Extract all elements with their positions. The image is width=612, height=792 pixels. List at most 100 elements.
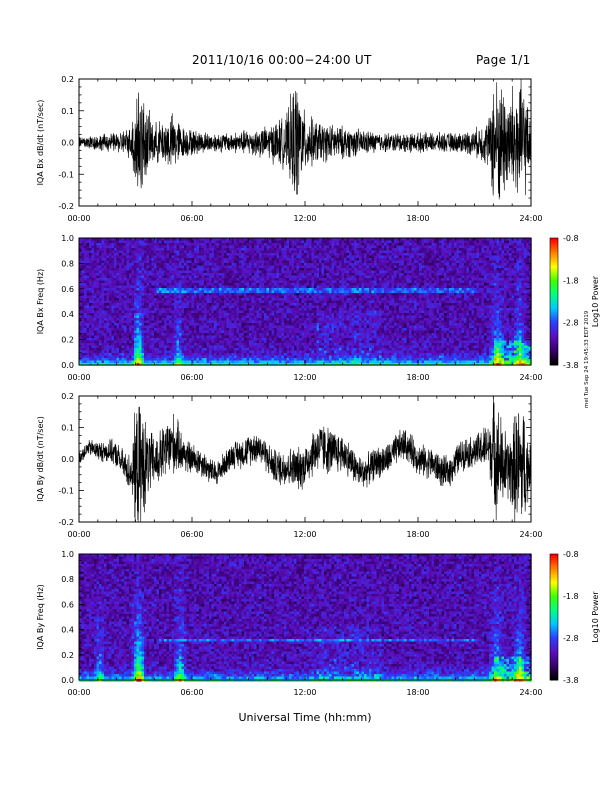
heatmap-cell xyxy=(166,285,170,289)
heatmap-cell xyxy=(104,288,107,291)
heatmap-cell xyxy=(289,330,292,334)
heatmap-cell xyxy=(151,360,155,364)
heatmap-cell xyxy=(289,345,292,349)
heatmap-cell xyxy=(276,248,280,251)
heatmap-cell xyxy=(281,298,285,301)
heatmap-cell xyxy=(174,338,177,341)
heatmap-cell xyxy=(179,313,182,316)
heatmap-cell xyxy=(306,250,310,254)
heatmap-cell xyxy=(286,290,290,294)
heatmap-cell xyxy=(209,280,212,284)
heatmap-cell xyxy=(214,320,217,324)
heatmap-cell xyxy=(299,275,302,279)
heatmap-cell xyxy=(154,293,157,296)
heatmap-cell xyxy=(81,250,85,254)
heatmap-cell xyxy=(179,325,182,329)
heatmap-cell xyxy=(209,268,212,271)
heatmap-cell xyxy=(251,285,255,289)
heatmap-cell xyxy=(209,238,212,241)
heatmap-cell xyxy=(146,340,150,344)
heatmap-cell xyxy=(266,325,270,329)
heatmap-cell xyxy=(116,273,120,276)
heatmap-cell xyxy=(256,308,260,311)
heatmap-cell xyxy=(116,298,120,301)
heatmap-cell xyxy=(236,265,240,269)
heatmap-cell xyxy=(251,308,255,311)
heatmap-cell xyxy=(301,278,305,281)
heatmap-cell xyxy=(81,273,85,276)
heatmap-cell xyxy=(141,363,145,366)
heatmap-cell xyxy=(171,310,175,314)
heatmap-cell xyxy=(264,295,267,299)
heatmap-cell xyxy=(209,293,212,296)
heatmap-cell xyxy=(79,253,82,256)
heatmap-cell xyxy=(161,260,165,264)
heatmap-cell xyxy=(301,240,305,244)
heatmap-cell xyxy=(211,295,215,299)
heatmap-cell xyxy=(254,260,257,264)
heatmap-cell xyxy=(201,285,205,289)
heatmap-cell xyxy=(94,310,97,314)
heatmap-cell xyxy=(111,268,115,271)
heatmap-cell xyxy=(209,298,212,301)
heatmap-cell xyxy=(166,323,170,326)
heatmap-cell xyxy=(164,245,167,249)
heatmap-cell xyxy=(309,303,312,306)
heatmap-cell xyxy=(109,283,112,286)
heatmap-cell xyxy=(79,330,82,334)
heatmap-cell xyxy=(119,335,122,339)
heatmap-cell xyxy=(146,290,150,294)
heatmap-cell xyxy=(141,293,145,296)
heatmap-cell xyxy=(99,283,102,286)
heatmap-cell xyxy=(124,343,127,346)
heatmap-cell xyxy=(304,280,307,284)
heatmap-cell xyxy=(116,348,120,351)
heatmap-cell xyxy=(131,285,135,289)
heatmap-cell xyxy=(206,328,210,331)
heatmap-cell xyxy=(239,300,242,304)
heatmap-cell xyxy=(241,300,245,304)
heatmap-cell xyxy=(294,265,297,269)
heatmap-cell xyxy=(166,270,170,274)
heatmap-cell xyxy=(299,338,302,341)
heatmap-cell xyxy=(296,330,300,334)
heatmap-cell xyxy=(311,238,315,241)
heatmap-cell xyxy=(101,285,105,289)
heatmap-cell xyxy=(174,283,177,286)
heatmap-cell xyxy=(221,285,225,289)
heatmap-cell xyxy=(306,360,310,364)
heatmap-cell xyxy=(111,355,115,359)
heatmap-cell xyxy=(104,340,107,344)
heatmap-cell xyxy=(301,328,305,331)
heatmap-cell xyxy=(296,243,300,246)
heatmap-cell xyxy=(106,295,110,299)
heatmap-cell xyxy=(314,353,317,356)
heatmap-cell xyxy=(169,343,172,346)
heatmap-cell xyxy=(309,255,312,259)
heatmap-cell xyxy=(206,338,210,341)
heatmap-cell xyxy=(241,255,245,259)
heatmap-cell xyxy=(251,333,255,336)
heatmap-cell xyxy=(189,318,192,321)
heatmap-cell xyxy=(291,270,295,274)
heatmap-cell xyxy=(256,263,260,266)
heatmap-cell xyxy=(131,310,135,314)
heatmap-cell xyxy=(86,318,90,321)
heatmap-cell xyxy=(201,295,205,299)
heatmap-cell xyxy=(226,283,230,286)
heatmap-cell xyxy=(299,323,302,326)
heatmap-cell xyxy=(321,273,325,276)
heatmap-cell xyxy=(216,313,220,316)
heatmap-cell xyxy=(144,240,147,244)
heatmap-cell xyxy=(126,298,130,301)
heatmap-cell xyxy=(216,308,220,311)
heatmap-cell xyxy=(126,363,130,366)
heatmap-cell xyxy=(171,250,175,254)
heatmap-cell xyxy=(216,265,220,269)
heatmap-cell xyxy=(124,315,127,319)
heatmap-cell xyxy=(289,285,292,289)
heatmap-cell xyxy=(236,300,240,304)
heatmap-cell xyxy=(154,278,157,281)
heatmap-cell xyxy=(159,273,162,276)
heatmap-cell xyxy=(204,263,207,266)
